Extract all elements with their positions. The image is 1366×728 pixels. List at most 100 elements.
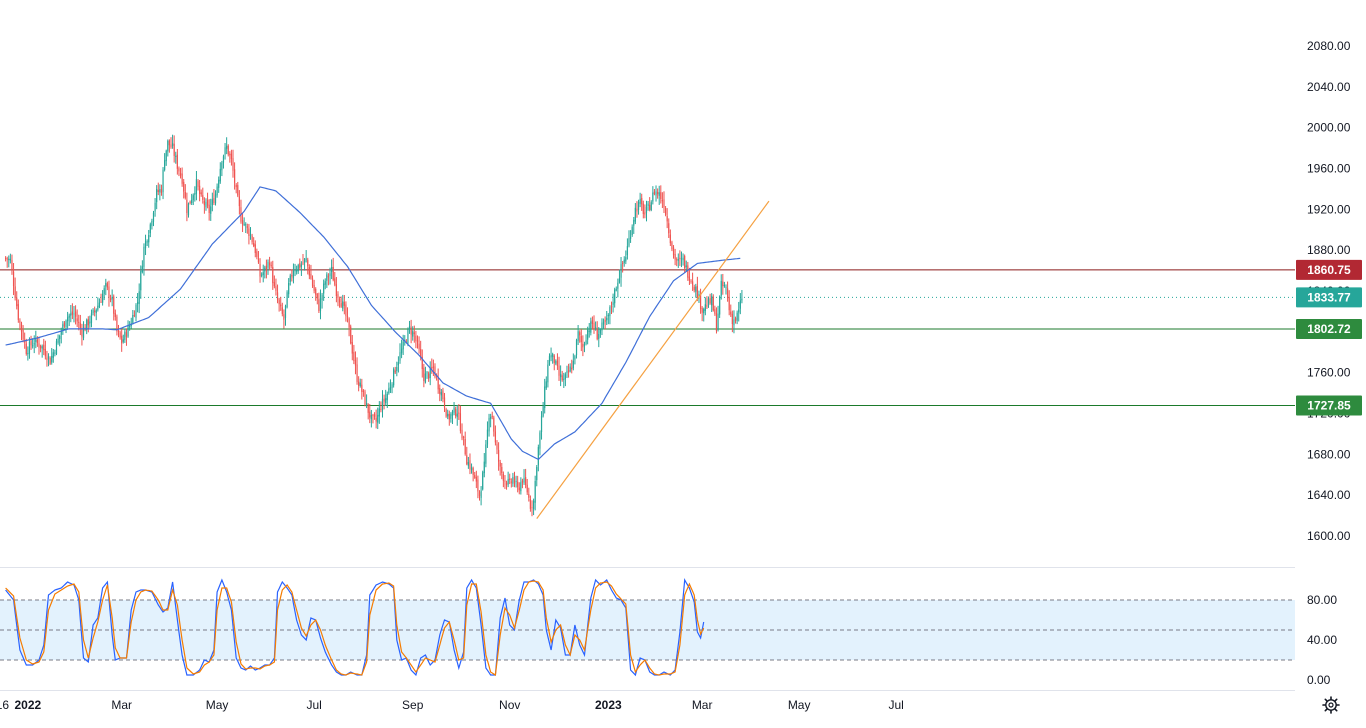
- candle[interactable]: [171, 134, 174, 149]
- candle[interactable]: [41, 344, 43, 358]
- candle[interactable]: [388, 382, 390, 395]
- candle[interactable]: [633, 216, 635, 234]
- candle[interactable]: [280, 296, 282, 311]
- candle[interactable]: [73, 306, 75, 323]
- candle[interactable]: [582, 335, 584, 357]
- candle[interactable]: [685, 260, 687, 272]
- candle[interactable]: [432, 359, 434, 377]
- candle[interactable]: [483, 453, 485, 478]
- candle[interactable]: [62, 321, 64, 335]
- candle[interactable]: [544, 378, 546, 414]
- candle[interactable]: [448, 410, 450, 426]
- candle[interactable]: [230, 149, 233, 166]
- candle[interactable]: [726, 281, 729, 302]
- candle[interactable]: [424, 366, 427, 384]
- candle[interactable]: [459, 405, 462, 434]
- candle[interactable]: [717, 305, 719, 332]
- candle[interactable]: [429, 361, 431, 386]
- candle[interactable]: [146, 239, 148, 246]
- candle[interactable]: [644, 204, 646, 219]
- candle[interactable]: [666, 208, 668, 229]
- candle[interactable]: [741, 290, 743, 304]
- candle[interactable]: [335, 276, 337, 303]
- candle[interactable]: [612, 293, 614, 313]
- candle[interactable]: [701, 306, 703, 322]
- candle[interactable]: [9, 253, 11, 264]
- candle[interactable]: [63, 321, 66, 328]
- candle[interactable]: [351, 334, 353, 361]
- candle[interactable]: [577, 325, 579, 346]
- candle[interactable]: [534, 475, 536, 511]
- candle[interactable]: [647, 201, 649, 211]
- candle[interactable]: [439, 384, 441, 402]
- candle[interactable]: [178, 166, 180, 177]
- candle[interactable]: [466, 446, 468, 466]
- candle[interactable]: [149, 222, 151, 238]
- candle[interactable]: [25, 338, 27, 356]
- candle[interactable]: [540, 411, 543, 440]
- candle[interactable]: [327, 273, 330, 286]
- candle[interactable]: [416, 335, 419, 349]
- candle[interactable]: [187, 202, 190, 218]
- candle[interactable]: [552, 352, 554, 364]
- candle[interactable]: [370, 409, 372, 428]
- candle[interactable]: [308, 264, 310, 280]
- candle[interactable]: [725, 284, 727, 295]
- candle[interactable]: [380, 401, 382, 413]
- candle[interactable]: [375, 409, 377, 429]
- candle[interactable]: [202, 187, 204, 204]
- candle[interactable]: [536, 465, 538, 487]
- candle[interactable]: [431, 358, 433, 374]
- candle[interactable]: [545, 376, 547, 390]
- candle[interactable]: [510, 478, 512, 488]
- candle[interactable]: [512, 472, 514, 487]
- candle[interactable]: [11, 254, 13, 275]
- candle[interactable]: [391, 382, 393, 394]
- candle[interactable]: [32, 338, 34, 349]
- candle[interactable]: [706, 296, 708, 309]
- candle[interactable]: [561, 370, 563, 382]
- candle[interactable]: [205, 198, 207, 211]
- candle[interactable]: [434, 363, 436, 379]
- candle[interactable]: [350, 324, 352, 345]
- candle[interactable]: [124, 328, 126, 343]
- candle[interactable]: [560, 365, 562, 387]
- candle[interactable]: [173, 135, 175, 163]
- candle[interactable]: [574, 354, 576, 365]
- candle[interactable]: [520, 477, 522, 495]
- candle[interactable]: [572, 353, 574, 371]
- candle[interactable]: [275, 278, 277, 296]
- candle[interactable]: [393, 367, 395, 388]
- candle[interactable]: [95, 308, 97, 321]
- candle[interactable]: [74, 305, 77, 325]
- candle[interactable]: [566, 365, 568, 379]
- candle[interactable]: [89, 315, 91, 328]
- candle[interactable]: [628, 230, 630, 248]
- candle[interactable]: [588, 323, 590, 338]
- candle[interactable]: [660, 185, 662, 204]
- candle[interactable]: [224, 143, 226, 160]
- candle[interactable]: [315, 287, 317, 301]
- candle[interactable]: [337, 291, 339, 307]
- candle[interactable]: [345, 301, 347, 322]
- candle[interactable]: [733, 310, 735, 334]
- candle[interactable]: [367, 403, 369, 420]
- candle[interactable]: [183, 178, 185, 199]
- candle[interactable]: [645, 200, 648, 222]
- candle[interactable]: [348, 317, 350, 337]
- candle[interactable]: [262, 264, 264, 283]
- candle[interactable]: [469, 453, 471, 475]
- candle[interactable]: [103, 285, 105, 301]
- candle[interactable]: [661, 192, 663, 209]
- candle[interactable]: [680, 251, 683, 268]
- candle[interactable]: [211, 192, 213, 212]
- candle[interactable]: [501, 462, 503, 480]
- candle[interactable]: [5, 256, 7, 262]
- candle[interactable]: [208, 199, 210, 221]
- candle[interactable]: [60, 327, 62, 344]
- candle[interactable]: [596, 321, 598, 341]
- candle[interactable]: [617, 278, 619, 298]
- candle[interactable]: [719, 295, 721, 318]
- candle[interactable]: [709, 293, 711, 305]
- candle[interactable]: [199, 179, 201, 202]
